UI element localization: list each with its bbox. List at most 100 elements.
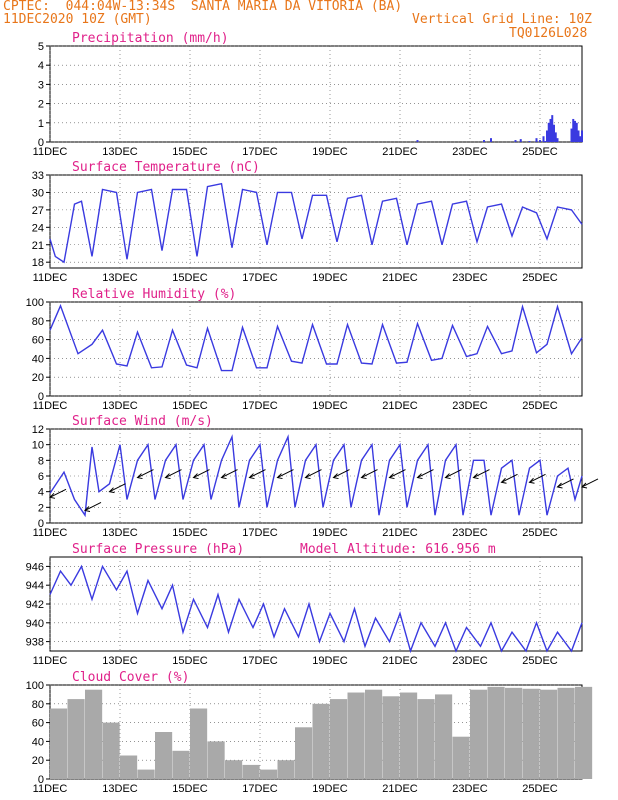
precip-bar bbox=[490, 138, 492, 142]
x-tick-label-0: 21DEC bbox=[382, 146, 418, 158]
y-tick-label-4: 938 bbox=[26, 637, 44, 649]
y-tick-label-2: 20 bbox=[32, 372, 44, 384]
x-tick-label-5: 13DEC bbox=[102, 783, 138, 795]
cloud-bar bbox=[382, 696, 400, 779]
y-tick-label-3: 0 bbox=[38, 518, 44, 530]
wind-arrowhead bbox=[388, 473, 395, 480]
y-tick-label-4: 946 bbox=[26, 561, 44, 573]
precip-bar bbox=[556, 138, 559, 142]
wind-arrowhead bbox=[416, 473, 423, 480]
wind-arrow bbox=[361, 469, 378, 479]
wind-arrowhead bbox=[192, 473, 199, 480]
y-tick-label-1: 18 bbox=[32, 257, 44, 269]
y-tick-label-5: 0 bbox=[38, 774, 44, 786]
x-tick-label-5: 25DEC bbox=[522, 783, 558, 795]
precip-bar bbox=[570, 128, 573, 142]
x-tick-label-4: 19DEC bbox=[312, 655, 348, 667]
y-tick-label-3: 12 bbox=[32, 424, 44, 436]
cloud-bar bbox=[400, 692, 418, 779]
y-tick-label-3: 4 bbox=[38, 487, 44, 499]
precip-bar bbox=[416, 140, 419, 142]
x-tick-label-2: 17DEC bbox=[242, 400, 278, 412]
x-tick-label-5: 19DEC bbox=[312, 783, 348, 795]
wind-arrow bbox=[581, 478, 599, 488]
y-tick-label-1: 30 bbox=[32, 187, 44, 199]
precip-bar bbox=[577, 130, 580, 142]
y-tick-label-1: 24 bbox=[32, 222, 44, 234]
y-tick-label-5: 80 bbox=[32, 699, 44, 711]
x-tick-label-3: 13DEC bbox=[102, 527, 138, 539]
cloud-bar bbox=[522, 688, 540, 779]
cloud-bar bbox=[452, 736, 470, 779]
precip-bar bbox=[551, 115, 554, 142]
header-code: TQ0126L028 bbox=[509, 26, 588, 41]
wind-arrowhead bbox=[248, 473, 255, 480]
cloud-bar bbox=[50, 708, 68, 779]
x-tick-label-4: 17DEC bbox=[242, 655, 278, 667]
panel-title-5: Cloud Cover (%) bbox=[72, 670, 189, 685]
y-tick-label-0: 3 bbox=[38, 79, 44, 91]
x-tick-label-2: 23DEC bbox=[452, 400, 488, 412]
panel-frame-0 bbox=[49, 45, 583, 143]
cloud-bar bbox=[312, 703, 330, 779]
panel-title-2: Relative Humidity (%) bbox=[72, 287, 236, 302]
wind-arrow bbox=[529, 473, 546, 483]
cloud-bar bbox=[505, 687, 523, 779]
precip-bar bbox=[542, 136, 545, 142]
wind-arrowhead bbox=[528, 477, 535, 484]
cloud-bar bbox=[417, 699, 435, 779]
wind-arrowhead bbox=[556, 482, 563, 489]
x-tick-label-3: 17DEC bbox=[242, 527, 278, 539]
header-date: 11DEC2020 10Z (GMT) bbox=[3, 12, 152, 27]
wind-arrowhead bbox=[108, 487, 115, 494]
y-tick-label-5: 100 bbox=[26, 680, 44, 692]
y-tick-label-5: 60 bbox=[32, 718, 44, 730]
cloud-bar bbox=[260, 769, 278, 779]
precip-bar bbox=[483, 140, 485, 142]
precip-bar bbox=[546, 130, 548, 142]
x-tick-label-2: 25DEC bbox=[522, 400, 558, 412]
cloud-bar bbox=[207, 741, 225, 779]
x-tick-label-0: 17DEC bbox=[242, 146, 278, 158]
precip-bar bbox=[547, 122, 550, 142]
wind-arrow bbox=[165, 469, 182, 479]
panel-title-0: Precipitation (mm/h) bbox=[72, 31, 229, 46]
cloud-bar bbox=[67, 699, 85, 779]
x-tick-label-2: 15DEC bbox=[172, 400, 208, 412]
y-tick-label-0: 4 bbox=[38, 60, 44, 72]
x-tick-label-2: 19DEC bbox=[312, 400, 348, 412]
wind-arrowhead bbox=[360, 473, 367, 480]
wind-arrow bbox=[305, 469, 322, 479]
y-tick-label-2: 80 bbox=[32, 316, 44, 328]
wind-arrowhead bbox=[580, 482, 588, 489]
wind-arrow bbox=[389, 469, 406, 479]
x-tick-label-4: 13DEC bbox=[102, 655, 138, 667]
cloud-bar bbox=[155, 732, 173, 779]
series-line-3 bbox=[49, 434, 583, 518]
precip-bar bbox=[572, 118, 575, 142]
y-tick-label-4: 940 bbox=[26, 618, 44, 630]
x-tick-label-3: 21DEC bbox=[382, 527, 418, 539]
cloud-bar bbox=[242, 764, 260, 779]
x-tick-label-5: 17DEC bbox=[242, 783, 278, 795]
wind-arrow bbox=[137, 469, 154, 479]
x-tick-label-1: 25DEC bbox=[522, 272, 558, 284]
y-tick-label-0: 1 bbox=[38, 118, 44, 130]
y-tick-label-2: 100 bbox=[26, 297, 44, 309]
x-tick-label-2: 11DEC bbox=[33, 400, 68, 412]
x-tick-label-3: 11DEC bbox=[33, 527, 68, 539]
x-tick-label-2: 21DEC bbox=[382, 400, 418, 412]
precip-bar bbox=[528, 141, 531, 142]
cloud-bar bbox=[120, 755, 138, 779]
precip-bar bbox=[574, 120, 576, 142]
cloud-bar bbox=[365, 689, 383, 779]
series-line-2 bbox=[49, 303, 583, 372]
wind-arrow bbox=[49, 488, 67, 498]
cloud-bar bbox=[137, 769, 155, 779]
x-tick-label-0: 25DEC bbox=[522, 146, 558, 158]
precip-bar bbox=[581, 130, 583, 142]
x-tick-label-1: 23DEC bbox=[452, 272, 488, 284]
panel-title-1: Surface Temperature (nC) bbox=[72, 160, 260, 175]
wind-arrow bbox=[557, 478, 574, 488]
precip-bar bbox=[575, 122, 578, 142]
